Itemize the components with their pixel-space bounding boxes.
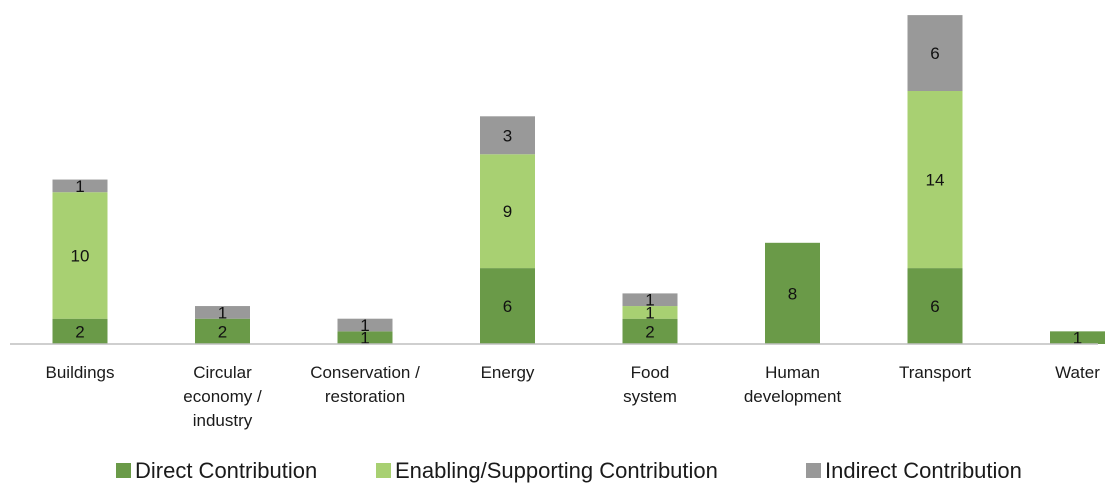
data-label-energy-direct-contribution: 6 (503, 297, 512, 316)
data-label-energy-indirect-contribution: 3 (503, 126, 512, 145)
bar-food-system-direct-contribution (622, 318, 678, 344)
legend-swatch-indirect-contribution (806, 463, 821, 478)
bar-buildings-direct-contribution (52, 318, 108, 344)
data-label-food-system-indirect-contribution: 1 (645, 291, 654, 310)
bar-buildings-indirect-contribution (52, 179, 108, 193)
x-tick-label-circular-economy-industry: Circular economy / industry (183, 363, 262, 430)
legend-swatch-direct-contribution (116, 463, 131, 478)
data-label-food-system-direct-contribution: 2 (645, 322, 654, 341)
x-tick-label-transport: Transport (899, 363, 971, 382)
bar-energy-enabling-supporting-contribution (480, 154, 535, 269)
data-label-buildings-direct-contribution: 2 (75, 322, 84, 341)
bar-food-system-enabling-supporting-contribution (622, 306, 678, 319)
legend: Direct Contribution Enabling/Supporting C… (116, 458, 1022, 483)
data-label-conservation-restoration-indirect-contribution: 1 (360, 316, 369, 335)
bar-transport-indirect-contribution (907, 15, 963, 92)
legend-label-enabling-supporting-contribution: Enabling/Supporting Contribution (395, 458, 718, 483)
data-label-food-system-enabling-supporting-contribution: 1 (645, 303, 654, 322)
bar-conservation-restoration-direct-contribution (337, 331, 393, 344)
x-tick-label-buildings: Buildings (46, 363, 115, 382)
x-axis-labels: Buildings Circular economy / industry Conser… (46, 363, 1101, 430)
data-label-conservation-restoration-direct-contribution: 1 (360, 329, 369, 348)
bar-buildings-enabling-supporting-contribution (52, 192, 108, 319)
x-tick-label-food-system: Food system (623, 363, 677, 406)
bar-human-development-direct-contribution (765, 242, 820, 344)
bar-circular-economy-industry-indirect-contribution (195, 306, 250, 319)
x-tick-label-energy: Energy (481, 363, 535, 382)
bar-food-system-indirect-contribution (622, 293, 678, 307)
bar-water-direct-contribution (1050, 331, 1105, 344)
bar-transport-enabling-supporting-contribution (907, 91, 963, 269)
bar-transport-direct-contribution (907, 268, 963, 344)
data-label-energy-enabling-supporting-contribution: 9 (503, 202, 512, 221)
data-label-circular-economy-industry-direct-contribution: 2 (218, 322, 227, 341)
legend-label-direct-contribution: Direct Contribution (135, 458, 317, 483)
bar-energy-direct-contribution (480, 268, 535, 344)
x-tick-label-conservation-restoration: Conservation / restoration (310, 363, 420, 406)
x-tick-label-water: Water (1055, 363, 1100, 382)
legend-swatch-enabling-supporting-contribution (376, 463, 391, 478)
bar-circular-economy-industry-direct-contribution (195, 318, 250, 344)
data-label-water-direct-contribution: 1 (1073, 329, 1082, 348)
data-label-buildings-indirect-contribution: 1 (75, 177, 84, 196)
data-label-transport-enabling-supporting-contribution: 14 (926, 171, 945, 190)
data-label-transport-direct-contribution: 6 (930, 297, 939, 316)
data-label-circular-economy-industry-indirect-contribution: 1 (218, 303, 227, 322)
bar-energy-indirect-contribution (480, 116, 535, 155)
bar-conservation-restoration-indirect-contribution (337, 318, 393, 332)
data-label-transport-indirect-contribution: 6 (930, 44, 939, 63)
data-label-buildings-enabling-supporting-contribution: 10 (71, 246, 90, 265)
data-label-human-development-direct-contribution: 8 (788, 284, 797, 303)
legend-label-indirect-contribution: Indirect Contribution (825, 458, 1022, 483)
x-tick-label-human-development: Human development (744, 363, 842, 406)
